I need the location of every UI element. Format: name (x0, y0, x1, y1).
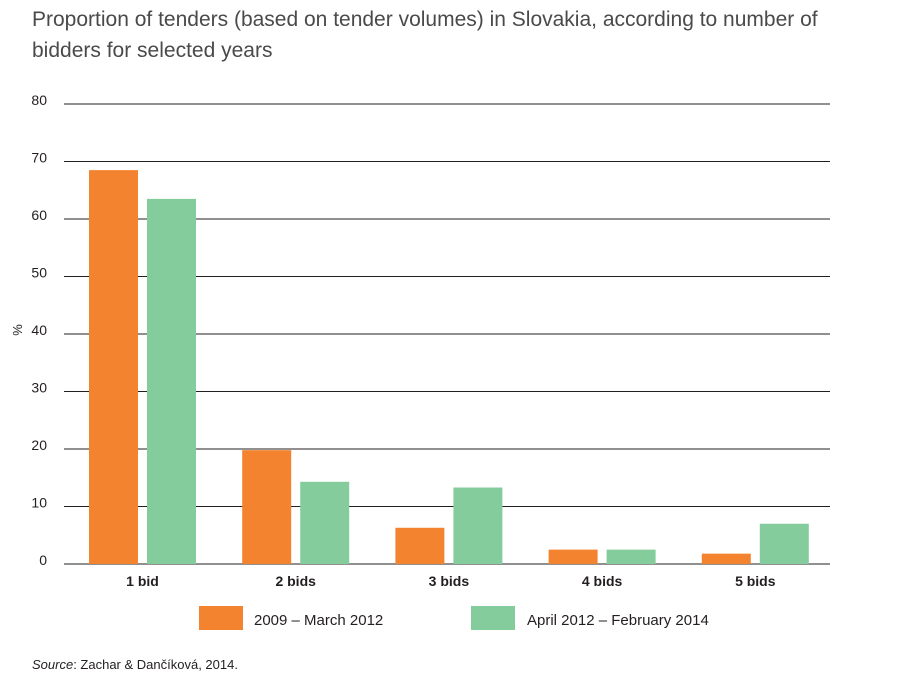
x-tick-label-3-bids: 3 bids (429, 573, 470, 589)
x-tick-label-1-bid: 1 bid (126, 573, 159, 589)
y-tick-label-50: 50 (31, 265, 47, 281)
y-tick-label-30: 30 (31, 380, 47, 396)
bar-4-bids-series-1 (548, 549, 598, 564)
y-tick-label-70: 70 (31, 150, 47, 166)
source-text: : Zachar & Dančíková, 2014. (73, 657, 238, 672)
y-tick-label-10: 10 (31, 495, 47, 511)
y-tick-label-60: 60 (31, 207, 47, 223)
x-tick-label-2-bids: 2 bids (275, 573, 316, 589)
legend-label-2: April 2012 – February 2014 (527, 612, 709, 629)
legend-swatch-1 (199, 606, 243, 630)
bar-1-bid-series-1 (89, 170, 138, 564)
source-note: Source: Zachar & Dančíková, 2014. (32, 657, 238, 672)
y-axis-label: % (10, 324, 25, 336)
y-tick-label-0: 0 (39, 552, 47, 568)
bar-2-bids-series-2 (300, 481, 350, 564)
x-tick-label-5-bids: 5 bids (735, 573, 776, 589)
bar-3-bids-series-2 (453, 487, 503, 564)
bar-3-bids-series-1 (395, 527, 445, 564)
legend-label-1: 2009 – March 2012 (254, 612, 383, 629)
bar-5-bids-series-2 (759, 523, 809, 564)
bar-5-bids-series-1 (701, 553, 751, 564)
bar-2-bids-series-1 (242, 450, 292, 564)
x-tick-label-4-bids: 4 bids (582, 573, 623, 589)
legend-swatch-2 (471, 606, 515, 630)
bar-1-bid-series-2 (147, 198, 196, 564)
y-tick-label-80: 80 (31, 92, 47, 108)
source-lead: Source (32, 657, 74, 672)
y-tick-label-40: 40 (31, 322, 47, 338)
chart-title: Proportion of tenders (based on tender v… (32, 8, 818, 62)
y-tick-label-20: 20 (31, 437, 47, 453)
bar-4-bids-series-2 (606, 549, 656, 564)
